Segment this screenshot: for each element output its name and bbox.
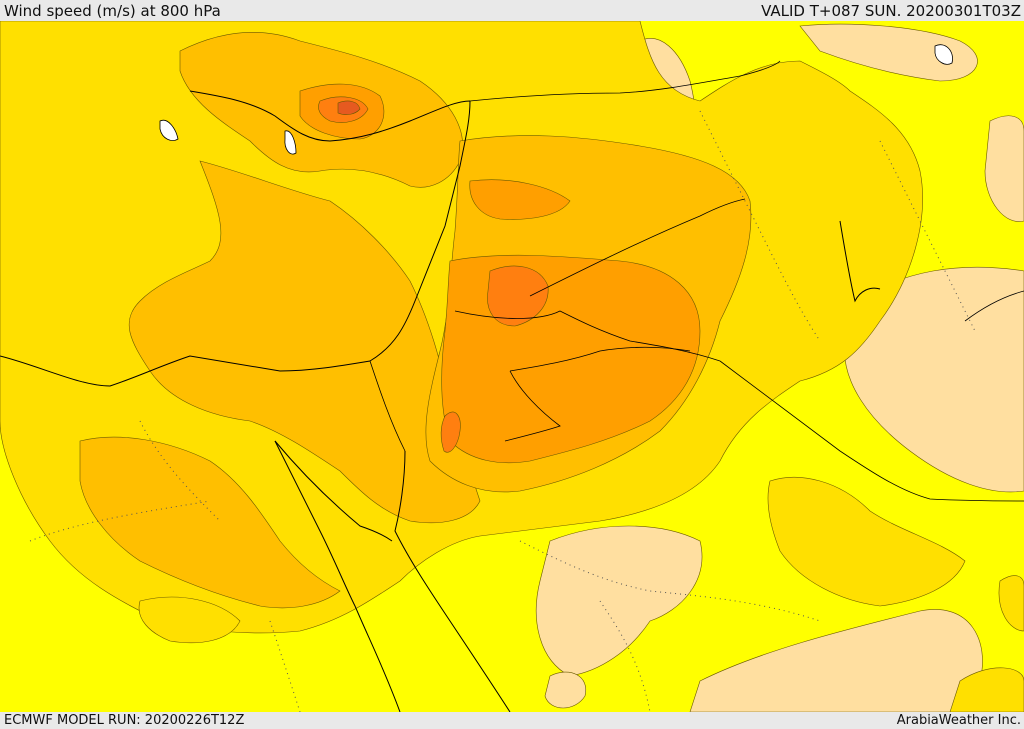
deep-region-jordan <box>487 265 549 327</box>
water-patch-turkey <box>159 119 179 141</box>
border-iraq-saudi <box>719 360 1024 502</box>
border-southern-jordan <box>504 370 561 442</box>
border-saudi-inner <box>509 346 691 372</box>
coastlines <box>0 90 881 712</box>
water-patches <box>159 44 953 155</box>
credit-label: ArabiaWeather Inc. <box>896 713 1021 728</box>
coast-turkey-south <box>189 90 471 142</box>
coast-gulf-of-suez <box>274 440 393 542</box>
valid-time-label: VALID T+087 SUN. 20200301T03Z <box>761 1 1021 20</box>
coast-mediterranean <box>0 100 471 387</box>
deep-region-sinai <box>440 411 461 453</box>
dotted-line-iraq <box>699 110 821 342</box>
water-patch-caspian <box>934 44 953 65</box>
gold-region-arabia <box>767 476 966 607</box>
amber-region-egypt <box>128 160 481 524</box>
light-region-south-spot <box>544 671 587 709</box>
border-syria-iraq <box>529 198 746 297</box>
header-bar: Wind speed (m/s) at 800 hPa VALID T+087 … <box>0 0 1024 21</box>
dotted-lines <box>29 110 976 712</box>
light-region-east <box>844 267 1024 493</box>
light-region-northeast <box>799 23 978 82</box>
border-east <box>964 290 1024 322</box>
dotted-line-saudi-2 <box>599 600 651 712</box>
gold-region-southwest <box>138 596 241 644</box>
model-run-label: ECMWF MODEL RUN: 20200226T12Z <box>4 713 245 728</box>
amber-region-sudan <box>79 436 341 609</box>
dotted-line-iran <box>879 140 976 332</box>
water-patch-cyprus <box>284 130 297 155</box>
map-title: Wind speed (m/s) at 800 hPa <box>4 1 221 20</box>
red-core-turkey <box>337 100 361 115</box>
gold-region-south-edge <box>949 667 1024 712</box>
wind-speed-map <box>0 21 1024 712</box>
band-light-regions <box>509 23 1024 712</box>
footer-bar: ECMWF MODEL RUN: 20200226T12Z ArabiaWeat… <box>0 712 1024 729</box>
border-egypt-israel <box>369 360 406 452</box>
borders <box>369 60 1024 502</box>
light-region-southeast <box>689 609 983 712</box>
coast-persian-gulf <box>839 220 881 303</box>
coast-red-sea-east <box>394 450 511 712</box>
gold-region-east-edge <box>998 575 1024 632</box>
orange-region-jordan-north <box>469 179 571 220</box>
coast-red-sea-west <box>274 440 401 712</box>
border-turkey-syria <box>469 60 781 102</box>
light-region-arabia-central <box>535 525 703 677</box>
